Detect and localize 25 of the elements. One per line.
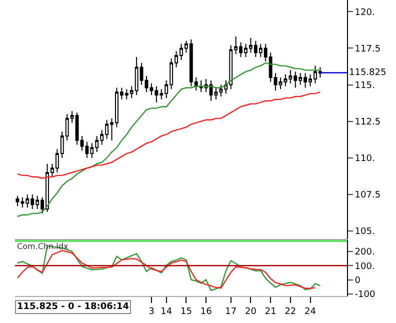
y-tick-label: 115. xyxy=(354,80,375,91)
x-tick-label: 17 xyxy=(225,306,237,317)
x-tick-label: 14 xyxy=(160,306,172,317)
y-tick-label: 112.5 xyxy=(354,117,381,128)
y-tick-label: 117.5 xyxy=(354,44,381,54)
x-tick-label: 20 xyxy=(244,306,257,317)
y-tick-label: 107.5 xyxy=(354,190,381,201)
x-tick-label: 24 xyxy=(304,306,316,317)
x-tick-label: 21 xyxy=(264,306,276,317)
ref-line-label: 115.825 xyxy=(349,68,386,78)
chart-title: Com.Chn.Idx xyxy=(17,242,69,251)
text: 115.825 - 0 - 18:06:14 xyxy=(17,302,130,312)
x-tick-label: 16 xyxy=(200,306,212,317)
y-tick-label: 100. xyxy=(354,262,375,272)
x-tick-label: 22 xyxy=(284,306,296,317)
y-tick-label: 120. xyxy=(354,8,375,18)
y-tick-label: -100 xyxy=(354,290,376,300)
y-tick-label: 0 xyxy=(354,276,361,286)
line-series xyxy=(16,92,321,179)
y-tick-label: 110. xyxy=(354,154,375,164)
x-tick-label: 3 xyxy=(148,306,154,317)
x-tick-label: 15 xyxy=(180,306,192,317)
line-series xyxy=(16,62,321,217)
y-tick-label: 200. xyxy=(354,248,375,258)
y-tick-label: 105. xyxy=(354,227,375,238)
